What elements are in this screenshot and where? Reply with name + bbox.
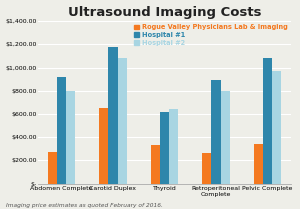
Bar [272, 71, 281, 184]
Bar [202, 153, 211, 184]
Bar [254, 144, 263, 184]
Bar [169, 109, 178, 184]
Bar [108, 47, 118, 184]
Bar [220, 91, 230, 184]
Bar [160, 112, 169, 184]
Bar [118, 58, 127, 184]
Bar [99, 108, 108, 184]
Bar [263, 58, 272, 184]
Bar [57, 77, 66, 184]
Bar [66, 91, 75, 184]
Text: Imaging price estimates as quoted February of 2016.: Imaging price estimates as quoted Februa… [6, 203, 163, 208]
Legend: Rogue Valley Physicians Lab & Imaging, Hospital #1, Hospital #2: Rogue Valley Physicians Lab & Imaging, H… [134, 24, 287, 46]
Bar [211, 80, 220, 184]
Title: Ultrasound Imaging Costs: Ultrasound Imaging Costs [68, 6, 261, 19]
Bar [48, 152, 57, 184]
Bar [151, 145, 160, 184]
